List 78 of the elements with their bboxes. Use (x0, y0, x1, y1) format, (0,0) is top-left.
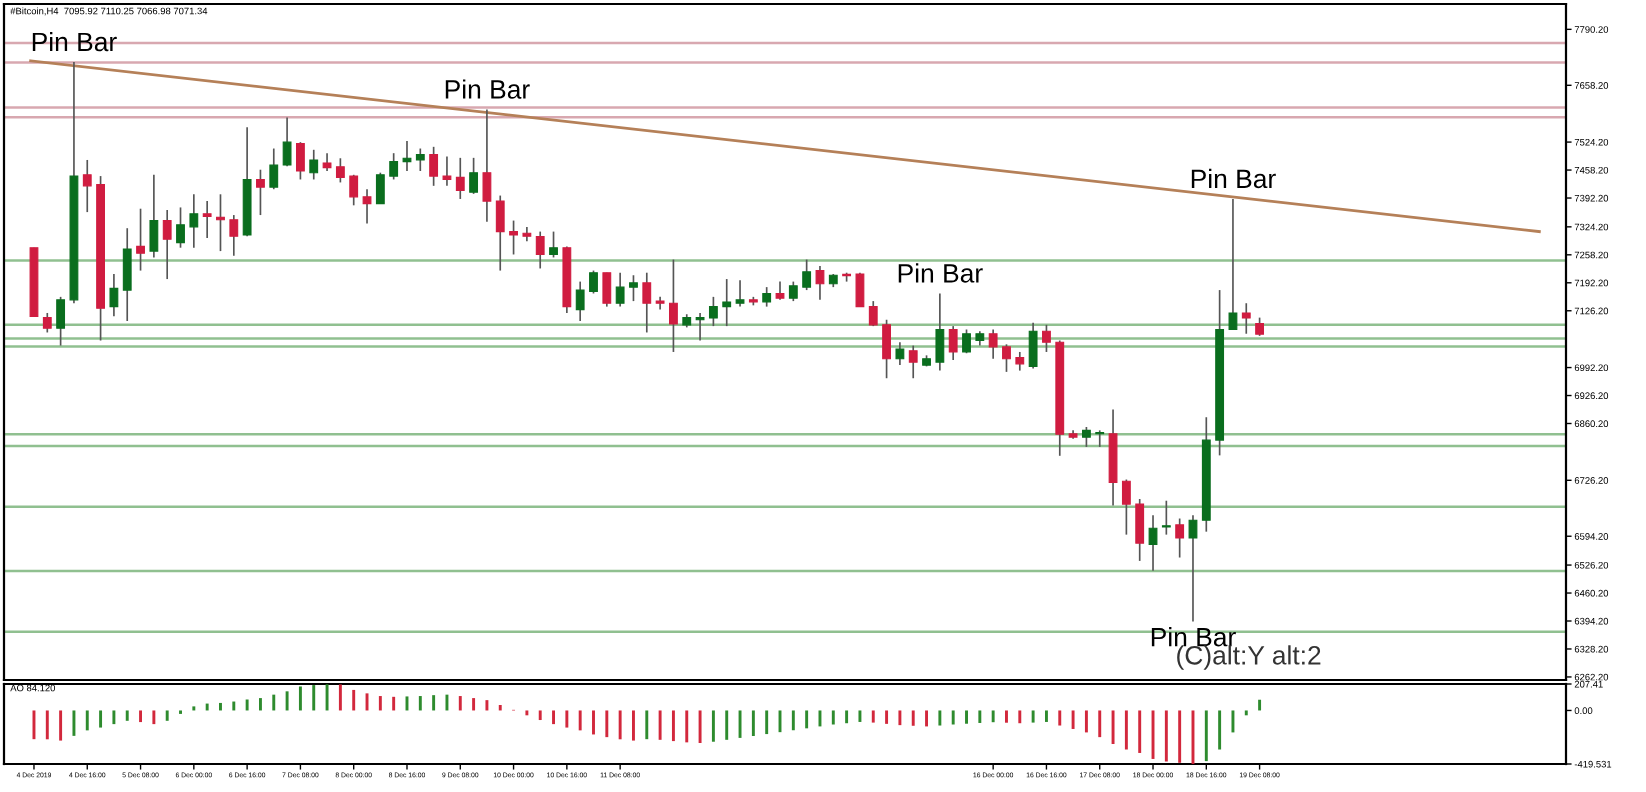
annotation: Pin Bar (32, 31, 117, 52)
candlestick (42, 312, 52, 334)
annotation: Pin Bar (1191, 168, 1276, 189)
candlestick (309, 148, 319, 181)
candlestick (908, 344, 918, 380)
candlestick (162, 209, 172, 280)
candlestick (295, 141, 305, 181)
candlestick (775, 280, 785, 301)
candlestick (868, 300, 878, 327)
candlestick (442, 155, 452, 187)
candlestick (629, 274, 638, 302)
candlestick (362, 188, 372, 225)
candlestick (695, 312, 705, 342)
candlestick (375, 171, 385, 205)
candlestick (708, 296, 718, 327)
candlestick (136, 207, 145, 272)
annotation: Pin Bar (445, 79, 530, 99)
candlestick (589, 269, 598, 295)
candlestick (256, 168, 265, 216)
candlestick (1255, 316, 1265, 337)
candlestick (402, 140, 412, 172)
candlestick (415, 147, 425, 172)
candlestick (722, 278, 732, 327)
candlestick (282, 116, 292, 168)
candlestick (56, 296, 66, 347)
candlestick (82, 159, 92, 213)
candlestick (1241, 302, 1251, 335)
annotation: Pin Bar (1151, 627, 1236, 647)
candlestick (429, 145, 439, 187)
candlestick (109, 273, 119, 318)
candlestick (1228, 198, 1238, 331)
candlestick (509, 219, 518, 256)
candlestick (1002, 343, 1011, 373)
candlestick (895, 341, 905, 366)
candlestick (615, 271, 625, 308)
candlestick (669, 258, 678, 353)
candlestick (455, 157, 465, 200)
candlestick (1161, 499, 1171, 536)
candlestick (988, 328, 998, 360)
annotation: (C)alt:Y alt:2 (1177, 645, 1321, 670)
candlestick (549, 230, 558, 259)
candlestick (269, 147, 279, 191)
candlestick (176, 206, 185, 249)
candlestick (535, 230, 545, 270)
candlestick (762, 286, 772, 308)
candlestick (575, 280, 585, 322)
candlestick (788, 280, 798, 302)
candlestick (1121, 478, 1131, 536)
candlestick (815, 265, 825, 301)
candlestick (882, 318, 891, 380)
candlestick (189, 193, 199, 249)
candlestick (948, 325, 958, 361)
candlestick (1095, 429, 1105, 448)
candlestick (1042, 324, 1051, 353)
candlestick (735, 279, 745, 308)
candlestick (1015, 351, 1025, 372)
candlestick (469, 157, 479, 195)
candlestick (1148, 514, 1158, 572)
annotation: Pin Bar (898, 263, 983, 283)
candlestick (802, 258, 812, 291)
candlestick (122, 227, 132, 322)
candlestick (1188, 514, 1198, 623)
candlestick (202, 200, 212, 239)
candlestick (389, 152, 399, 181)
candlestick (642, 271, 652, 334)
candlestick (935, 292, 945, 372)
candlestick (602, 271, 612, 308)
candlestick (495, 194, 505, 272)
candlestick (149, 173, 159, 259)
candlestick (855, 271, 865, 308)
candlestick (349, 173, 359, 207)
candlestick (229, 214, 239, 257)
candlestick (1135, 498, 1145, 562)
candlestick (482, 108, 492, 223)
candlestick (335, 157, 345, 184)
candlestick (1175, 517, 1185, 559)
candlestick (1081, 426, 1091, 448)
candlestick (1028, 321, 1038, 370)
